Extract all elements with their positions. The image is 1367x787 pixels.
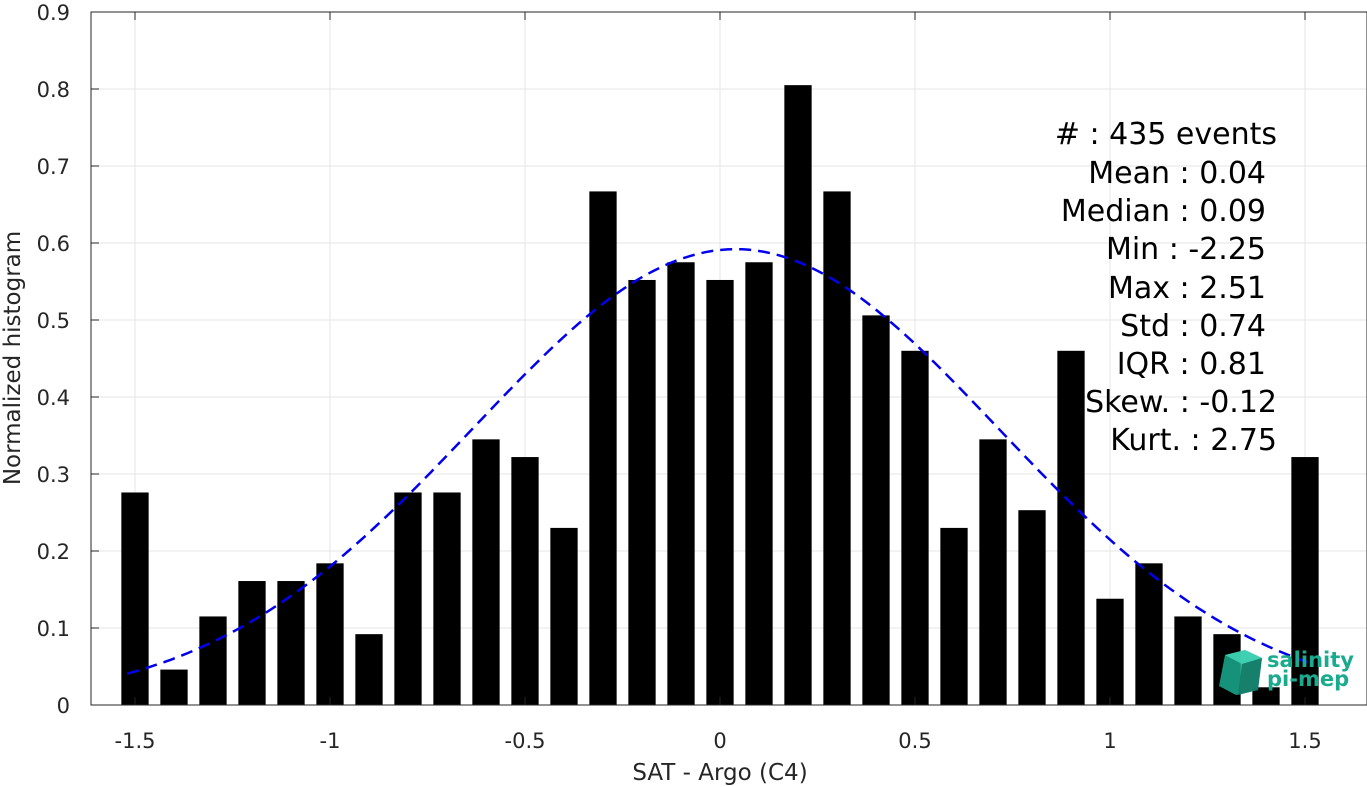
bar-24 — [1057, 350, 1085, 705]
x-tick-labels: -1.5 -1 -0.5 0 0.5 1 1.5 — [115, 729, 1322, 753]
bar-11 — [550, 527, 578, 705]
y-axis-label: Normalized histogram — [0, 231, 26, 485]
bar-26 — [1135, 563, 1163, 705]
y-tick-label-4: 0.4 — [37, 386, 70, 410]
stat-line-2: Median : 0.09 — [1061, 194, 1266, 229]
bar-8 — [433, 492, 461, 705]
bar-25 — [1096, 598, 1124, 705]
logo-line2: pi-mep — [1267, 667, 1349, 691]
bar-0 — [121, 492, 149, 705]
y-tick-label-5: 0.5 — [37, 309, 70, 333]
bar-7 — [394, 492, 422, 705]
bar-16 — [745, 262, 773, 705]
y-tick-labels: 0 0.1 0.2 0.3 0.4 0.5 0.6 0.7 0.8 0.9 — [37, 1, 70, 718]
bar-13 — [628, 279, 656, 705]
stat-line-5: Std : 0.74 — [1120, 309, 1266, 344]
bar-19 — [862, 315, 890, 705]
x-tick-label-3: 0 — [713, 729, 726, 753]
x-tick-label-2: -0.5 — [505, 729, 546, 753]
x-tick-label-6: 1.5 — [1288, 729, 1321, 753]
y-tick-label-9: 0.9 — [37, 1, 70, 25]
stat-line-8: Kurt. : 2.75 — [1110, 423, 1277, 458]
bar-30 — [1291, 457, 1319, 705]
bar-14 — [667, 262, 695, 705]
stat-line-7: Skew. : -0.12 — [1085, 385, 1277, 420]
bar-21 — [940, 527, 968, 705]
bar-9 — [472, 439, 500, 705]
logo-cube-icon — [1219, 650, 1262, 695]
bars — [121, 85, 1319, 705]
y-tick-label-1: 0.1 — [37, 617, 70, 641]
y-tick-label-0: 0 — [57, 694, 70, 718]
bar-5 — [316, 563, 344, 705]
bar-18 — [823, 191, 851, 705]
axes — [90, 11, 1367, 706]
bar-2 — [199, 616, 227, 705]
x-tick-label-1: -1 — [320, 729, 341, 753]
bar-29 — [1252, 687, 1280, 705]
x-tick-label-5: 1 — [1103, 729, 1116, 753]
bar-1 — [160, 669, 188, 705]
y-tick-label-3: 0.3 — [37, 463, 70, 487]
stat-line-1: Mean : 0.04 — [1088, 156, 1266, 191]
bar-15 — [706, 279, 734, 705]
x-axis-label: SAT - Argo (C4) — [632, 760, 807, 786]
logo-line1: salinity — [1267, 648, 1354, 672]
y-tick-label-8: 0.8 — [37, 78, 70, 102]
bar-22 — [979, 439, 1007, 705]
bar-4 — [277, 581, 305, 705]
stat-line-0: # : 435 events — [1055, 117, 1277, 152]
bar-17 — [784, 85, 812, 705]
x-tick-label-0: -1.5 — [115, 729, 156, 753]
stat-line-3: Min : -2.25 — [1106, 232, 1266, 267]
bar-10 — [511, 457, 539, 705]
y-tick-label-6: 0.6 — [37, 232, 70, 256]
bar-27 — [1174, 616, 1202, 705]
bar-23 — [1018, 510, 1046, 705]
bar-6 — [355, 634, 383, 705]
y-tick-label-7: 0.7 — [37, 155, 70, 179]
bar-3 — [238, 581, 266, 705]
axes-box — [90, 11, 1367, 706]
stat-line-6: IQR : 0.81 — [1117, 347, 1266, 382]
bar-12 — [589, 191, 617, 705]
x-tick-label-4: 0.5 — [898, 729, 931, 753]
stat-line-4: Max : 2.51 — [1108, 271, 1266, 306]
salinity-pimep-logo: salinity pi-mep — [1219, 648, 1354, 695]
y-tick-label-2: 0.2 — [37, 540, 70, 564]
bar-20 — [901, 350, 929, 705]
